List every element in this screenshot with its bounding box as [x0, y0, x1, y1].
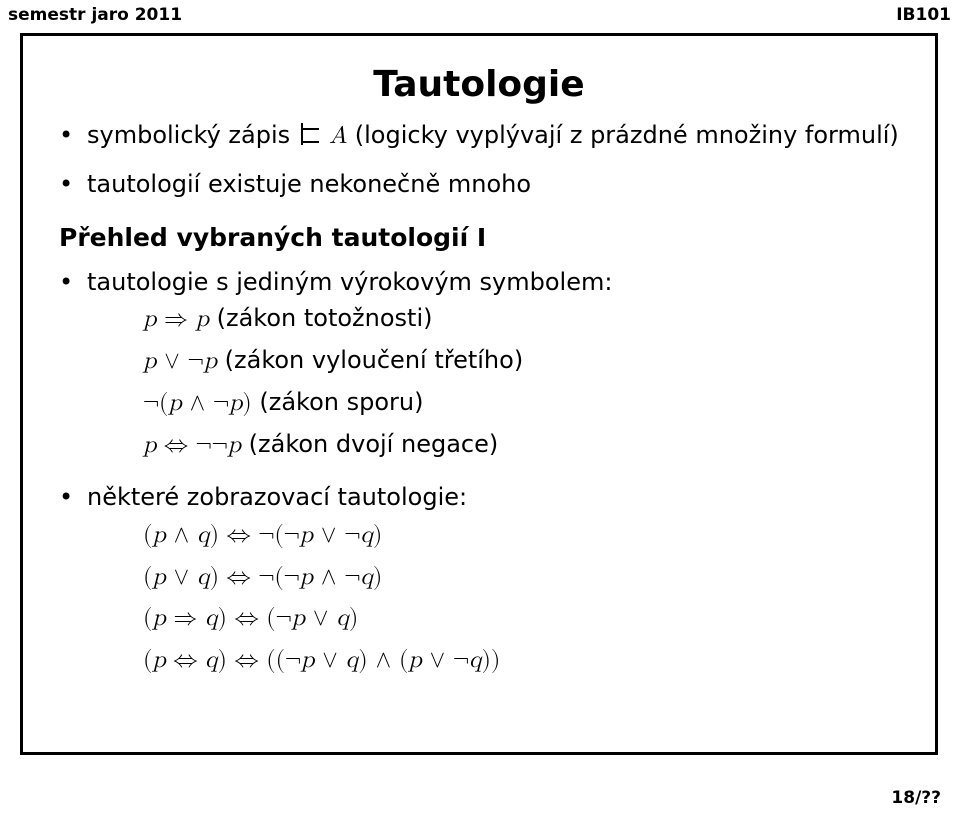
bullet-item: tautologie s jediným výrokovým symbolem:… [87, 266, 899, 466]
slide-page: semestr jaro 2011 IB101 Tautologie symbo… [0, 0, 959, 818]
bullet-text-suffix: (logicky vyplývají z prázdné množiny for… [347, 121, 899, 149]
math-block: p ⇒ p (zákon totožnosti) p ∨ ¬p (zákon v… [87, 298, 899, 465]
math-line: p ⇔ ¬¬p (zákon dvojí negace) [143, 424, 899, 466]
bullet-label: některé zobrazovací tautologie: [87, 483, 467, 511]
bullet-item: tautologií existuje nekonečně mnoho [87, 168, 899, 200]
section-subhead: Přehled vybraných tautologií I [59, 223, 899, 252]
math-expr: (p ∧ q) ⇔ ¬(¬p ∨ ¬q) [143, 520, 382, 548]
math-expr: ¬(p ∧ ¬p) [143, 388, 252, 416]
bullet-label: tautologie s jediným výrokovým symbolem: [87, 268, 612, 296]
math-expr: (p ⇒ q) ⇔ (¬p ∨ q) [143, 603, 358, 631]
math-line: (p ⇔ q) ⇔ ((¬p ∨ q) ∧ (p ∨ ¬q)) [143, 639, 899, 681]
slide-footer: 18/?? [891, 788, 941, 808]
header-right: IB101 [896, 5, 951, 25]
bullet-item: symbolický zápis A (logicky vyplývají z … [87, 119, 899, 152]
bullet-math: A [298, 121, 347, 149]
math-line: p ⇒ p (zákon totožnosti) [143, 298, 899, 340]
math-line: (p ∧ q) ⇔ ¬(¬p ∨ ¬q) [143, 514, 899, 556]
math-note: (zákon vyloučení třetího) [217, 346, 523, 374]
bullet-text-prefix: tautologií existuje nekonečně mnoho [87, 170, 531, 198]
math-block: (p ∧ q) ⇔ ¬(¬p ∨ ¬q) (p ∨ q) ⇔ ¬(¬p ∧ ¬q… [87, 514, 899, 681]
math-expr: p ∨ ¬p [143, 346, 217, 374]
math-expr: p ⇔ ¬¬p [143, 430, 241, 458]
bullet-item: některé zobrazovací tautologie: (p ∧ q) … [87, 481, 899, 681]
math-note: (zákon sporu) [252, 388, 424, 416]
math-line: (p ∨ q) ⇔ ¬(¬p ∧ ¬q) [143, 556, 899, 598]
math-note: (zákon totožnosti) [209, 304, 433, 332]
math-expr: (p ⇔ q) ⇔ ((¬p ∨ q) ∧ (p ∨ ¬q)) [143, 645, 500, 673]
content-frame: Tautologie symbolický zápis A (logicky v… [20, 33, 938, 755]
bottom-bullet-list: tautologie s jediným výrokovým symbolem:… [59, 266, 899, 681]
top-bullet-list: symbolický zápis A (logicky vyplývají z … [59, 119, 899, 201]
math-line: (p ⇒ q) ⇔ (¬p ∨ q) [143, 597, 899, 639]
slide-title: Tautologie [59, 64, 899, 105]
math-expr: p ⇒ p [143, 304, 209, 332]
header-left: semestr jaro 2011 [8, 5, 182, 25]
slide-header: semestr jaro 2011 IB101 [0, 5, 959, 25]
math-expr: (p ∨ q) ⇔ ¬(¬p ∧ ¬q) [143, 562, 382, 590]
math-note: (zákon dvojí negace) [241, 430, 498, 458]
bullet-text-prefix: symbolický zápis [87, 121, 298, 149]
math-line: ¬(p ∧ ¬p) (zákon sporu) [143, 382, 899, 424]
math-line: p ∨ ¬p (zákon vyloučení třetího) [143, 340, 899, 382]
